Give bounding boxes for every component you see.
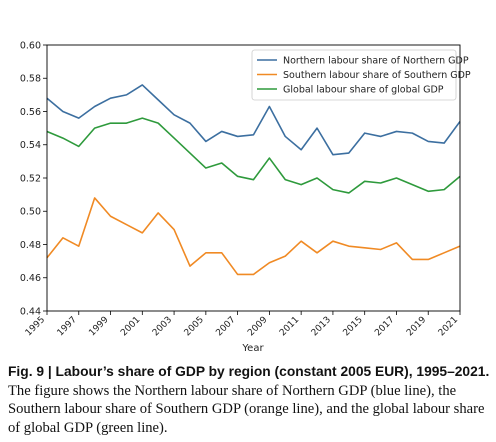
series-line-0 — [46, 84, 461, 156]
caption-title: Fig. 9 | Labour’s share of GDP by region… — [8, 364, 490, 379]
x-tick-label: 1999 — [87, 315, 110, 338]
legend-box — [251, 49, 457, 101]
y-tick-label: 0.46 — [20, 273, 41, 284]
legend-label-0: Northern labour share of Northern GDP — [283, 55, 469, 66]
x-tick-label: 2021 — [437, 315, 460, 338]
x-tick-label: 2009 — [246, 315, 269, 338]
legend-label-1: Southern labour share of Southern GDP — [283, 70, 471, 81]
x-tick-label: 2015 — [342, 315, 365, 338]
y-tick-label: 0.50 — [20, 207, 41, 218]
x-tick-label: 2001 — [119, 315, 142, 338]
y-tick-label: 0.48 — [20, 240, 41, 251]
y-tick-label: 0.54 — [20, 140, 41, 151]
y-tick-label: 0.60 — [20, 40, 41, 51]
x-tick-label: 2007 — [214, 315, 237, 338]
line-chart: 0.44 0.46 0.48 0.50 0.52 0.54 0.56 0.58 0.60 1995… — [20, 40, 471, 354]
x-tick-label: 2003 — [151, 315, 174, 338]
series-layer — [46, 84, 461, 276]
caption-body: The figure shows the Northern labour sha… — [8, 382, 485, 436]
x-tick-label: 2019 — [405, 315, 428, 338]
y-tick-label: 0.56 — [20, 107, 41, 118]
figure-caption: Fig. 9 | Labour’s share of GDP by region… — [8, 363, 490, 437]
plot-frame — [46, 44, 461, 312]
x-tick-label: 1997 — [56, 315, 79, 338]
x-tick-label: 2013 — [310, 315, 333, 338]
x-tick-label: 2011 — [278, 315, 301, 338]
series-line-2 — [46, 117, 461, 194]
series-line-1 — [46, 197, 461, 276]
x-tick-label: 2017 — [373, 315, 396, 338]
x-tick-label: 2005 — [183, 315, 206, 338]
legend-label-2: Global labour share of global GDP — [283, 84, 444, 95]
y-tick-label: 0.44 — [20, 306, 41, 317]
y-tick-label: 0.52 — [20, 173, 41, 184]
axes-layer: 0.44 0.46 0.48 0.50 0.52 0.54 0.56 0.58 0.60 1995… — [20, 40, 461, 338]
y-tick-label: 0.58 — [20, 74, 41, 85]
x-axis-label: Year — [241, 343, 264, 354]
legend: Northern labour share of Northern GDP Sou… — [251, 49, 471, 101]
x-tick-label: 1995 — [24, 315, 47, 338]
